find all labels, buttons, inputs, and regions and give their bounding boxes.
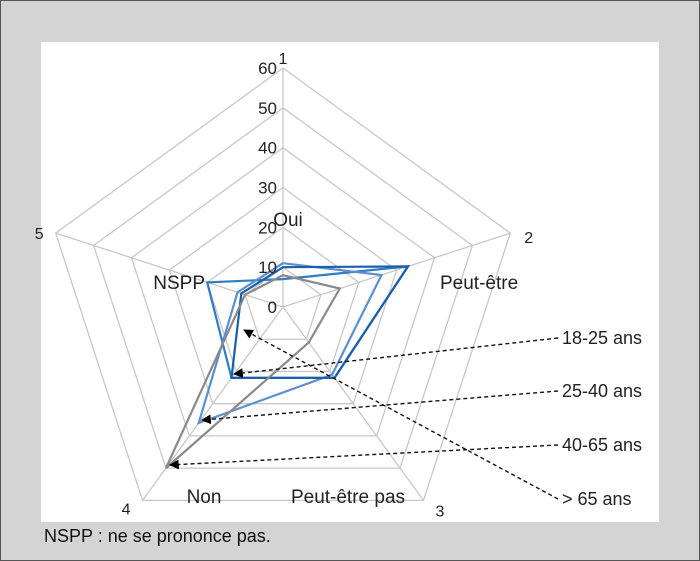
- tick-label: 10: [258, 258, 277, 277]
- series-line: [197, 262, 384, 425]
- series-line: [164, 273, 342, 469]
- axis-number: 1: [279, 51, 288, 68]
- axis-spoke: [55, 232, 284, 308]
- axis-number: 4: [122, 501, 131, 518]
- axis-number: 3: [435, 503, 444, 520]
- tick-label: 0: [268, 298, 277, 317]
- legend-arrow: [243, 329, 559, 500]
- plot-area: [41, 42, 659, 522]
- legend-label: 18-25 ans: [562, 328, 642, 348]
- legend-label: > 65 ans: [562, 489, 632, 509]
- category-label: NSPP: [153, 273, 205, 294]
- axis-spoke: [282, 232, 511, 308]
- tick-label: 60: [258, 59, 277, 78]
- grid-ring: [244, 266, 322, 340]
- legend-label: 25-40 ans: [562, 381, 642, 401]
- category-label: Peut-être pas: [291, 487, 405, 508]
- tick-label: 20: [258, 218, 277, 237]
- grid-ring: [54, 67, 512, 502]
- tick-label: 40: [258, 139, 277, 158]
- category-label: Peut-être: [440, 273, 518, 294]
- category-label: Oui: [273, 210, 303, 231]
- series-line: [230, 265, 411, 379]
- legend-arrow: [201, 390, 559, 425]
- tick-label: 30: [258, 179, 277, 198]
- legend-arrow: [169, 444, 559, 470]
- tick-label: 50: [258, 99, 277, 118]
- axis-spoke: [282, 306, 425, 501]
- legend-label: 40-65 ans: [562, 435, 642, 455]
- axis-number: 5: [35, 226, 44, 243]
- legend-arrow: [233, 337, 559, 378]
- grid-ring: [92, 107, 474, 469]
- axis-number: 2: [524, 230, 533, 247]
- footnote: NSPP : ne se prononce pas.: [44, 526, 271, 546]
- grid-ring: [130, 146, 436, 437]
- category-label: Non: [187, 487, 222, 508]
- grid-ring: [168, 186, 398, 405]
